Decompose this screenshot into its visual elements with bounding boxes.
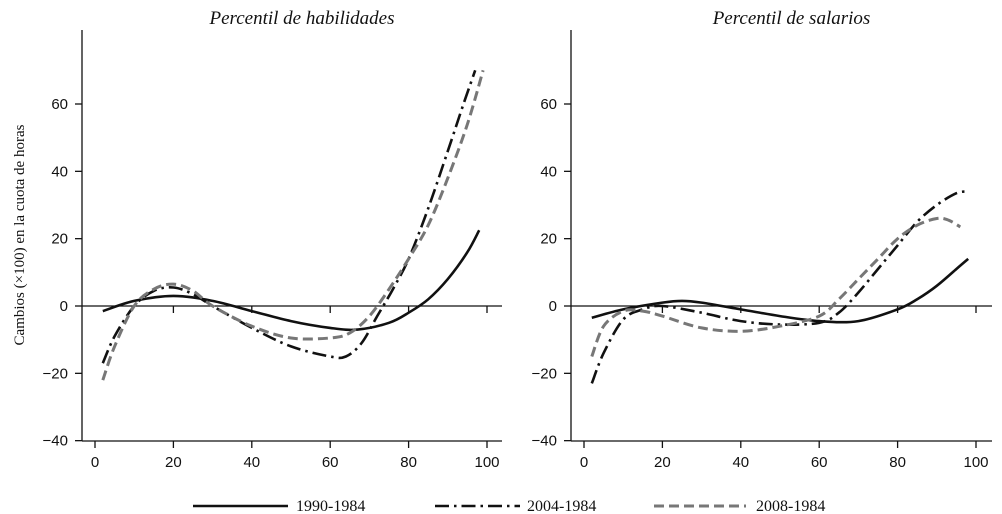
y-tick-label: 0 (60, 298, 68, 315)
series-line-2004-1984 (590, 190, 969, 384)
y-tick-label: −40 (43, 433, 68, 450)
y-tick-label: 40 (51, 163, 68, 180)
panel-title: Percentil de salarios (712, 8, 871, 29)
y-tick-label: 40 (540, 163, 557, 180)
panel-salarios: Percentil de salarios −40 −20 0 20 40 60 0 20 40 6… (532, 8, 992, 471)
y-tick-label: 60 (51, 96, 68, 113)
y-tick-label: 20 (51, 231, 68, 248)
y-axis-label: Cambios (×100) en la cuota de horas (12, 124, 28, 345)
y-tick-label: 20 (540, 231, 557, 248)
x-tick-label: 20 (165, 454, 182, 471)
x-tick-label: 100 (963, 454, 988, 471)
y-tick-label: 60 (540, 96, 557, 113)
legend-item: 2004-1984 (435, 498, 596, 514)
x-tick-label: 80 (889, 454, 906, 471)
legend-label: 2004-1984 (527, 498, 596, 514)
panel-title: Percentil de habilidades (208, 8, 394, 29)
panel-habilidades: Percentil de habilidades −40 −20 0 20 40 60 0 20… (43, 8, 502, 471)
legend-item: 1990-1984 (193, 498, 365, 514)
y-tick-label: 0 (549, 298, 557, 315)
series-line-1990-1984 (102, 229, 481, 332)
legend-label: 2008-1984 (756, 498, 825, 514)
x-tick-label: 100 (474, 454, 499, 471)
y-tick-label: −20 (532, 365, 557, 382)
legend-item: 2008-1984 (654, 498, 825, 514)
series-line-2008-1984 (590, 216, 962, 358)
y-tick-label: −20 (43, 365, 68, 382)
x-tick-label: 20 (654, 454, 671, 471)
x-tick-label: 40 (243, 454, 260, 471)
x-tick-label: 40 (732, 454, 749, 471)
series-line-2008-1984 (101, 69, 485, 381)
legend-label: 1990-1984 (296, 498, 365, 514)
series-line-2004-1984 (101, 69, 477, 364)
series-line-1990-1984 (591, 257, 970, 324)
x-tick-label: 0 (580, 454, 588, 471)
x-tick-label: 0 (91, 454, 99, 471)
y-tick-label: −40 (532, 433, 557, 450)
x-tick-label: 60 (811, 454, 828, 471)
x-tick-label: 80 (400, 454, 417, 471)
x-tick-label: 60 (322, 454, 339, 471)
legend: 1990-1984 2004-1984 2008-1984 (193, 498, 825, 514)
